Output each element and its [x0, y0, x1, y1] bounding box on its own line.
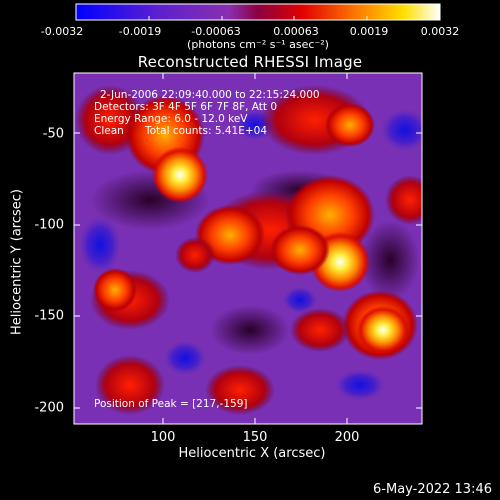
annotation-peak-position: Position of Peak = [217,-159]: [94, 398, 248, 410]
annotation-time-range: 2-Jun-2006 22:09:40.000 to 22:15:24.000: [100, 89, 320, 101]
colorbar-tick-label: 0.0032: [420, 25, 460, 38]
colorbar-tick-label: 0.00063: [273, 25, 319, 38]
plot-title: Reconstructed RHESSI Image: [137, 53, 363, 71]
x-axis-title: Heliocentric X (arcsec): [178, 446, 326, 461]
annotation-energy-range: Energy Range: 6.0 - 12.0 keV: [94, 113, 248, 125]
y-tick-label: -200: [34, 400, 64, 416]
colorbar-tick-label: -0.0019: [118, 25, 162, 38]
y-tick-label: -150: [34, 308, 64, 324]
footer-date-stamp: 6-May-2022 13:46: [373, 482, 492, 497]
x-tick-label: 200: [334, 430, 360, 445]
x-tick-label: 150: [242, 430, 268, 445]
colorbar-tick-label: -0.0032: [40, 25, 84, 38]
y-tick-label: -50: [42, 126, 64, 142]
annotation-algorithm: Clean: [94, 125, 124, 137]
plot-frame: [73, 72, 423, 425]
colorbar-ticks: [75, 16, 441, 20]
x-axis-ticks: [162, 73, 348, 424]
image-pixels: [74, 73, 422, 424]
colorbar-tick-label: 0.0019: [349, 25, 389, 38]
y-axis-title: Heliocentric Y (arcsec): [9, 189, 25, 335]
y-axis-ticks: [74, 132, 422, 409]
x-tick-label: 100: [150, 430, 176, 445]
y-tick-label: -100: [34, 217, 64, 233]
colorbar-gradient: [75, 3, 441, 21]
colorbar-tick-label: -0.00063: [191, 25, 241, 38]
colorbar-unit-label: (photons cm⁻² s⁻¹ asec⁻²): [187, 38, 329, 51]
annotation-total-counts: Total counts: 5.41E+04: [145, 125, 268, 137]
annotation-detectors: Detectors: 3F 4F 5F 6F 7F 8F, Att 0: [94, 101, 278, 113]
